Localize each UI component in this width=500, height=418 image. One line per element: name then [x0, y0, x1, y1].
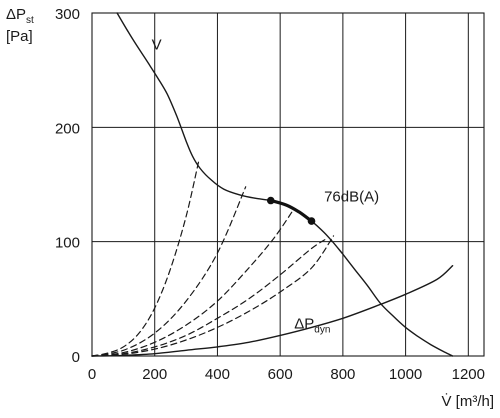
- y-tick-label-100: 100: [55, 235, 80, 252]
- dashed-system-curve-1: [91, 161, 200, 357]
- annotation-1: V: [152, 37, 162, 54]
- y-axis-label: ΔPst: [6, 6, 34, 26]
- x-tick-label-400: 400: [205, 366, 230, 383]
- operating-range-curve: [269, 198, 314, 223]
- tick-labels: 0 200 400 600 800 1000 1200 0 100 200 300: [55, 6, 485, 383]
- data-markers: [266, 196, 316, 225]
- x-tick-label-1200: 1200: [452, 366, 485, 383]
- static-pressure-curve: [116, 12, 454, 357]
- dashed-system-curve-5: [91, 235, 335, 357]
- axis-labels: ΔPst [Pa] V̇ [m³/h]: [6, 6, 494, 410]
- data-series: [91, 12, 454, 357]
- dynamic-pressure-curve: [91, 265, 454, 357]
- y-axis-unit: [Pa]: [6, 28, 33, 45]
- x-tick-label-600: 600: [268, 366, 293, 383]
- dashed-system-curve-3: [91, 210, 294, 357]
- plot-frame: [91, 12, 485, 357]
- y-tick-label-300: 300: [55, 6, 80, 23]
- y-tick-label-200: 200: [55, 120, 80, 137]
- operating-point-marker-1: [266, 196, 275, 205]
- x-tick-label-200: 200: [142, 366, 167, 383]
- dashed-system-curve-4: [91, 237, 328, 357]
- x-tick-label-800: 800: [330, 366, 355, 383]
- dashed-system-curve-2: [91, 186, 247, 357]
- annotation-2: 76dB(A): [324, 189, 379, 206]
- operating-point-marker-2: [307, 217, 316, 225]
- x-tick-label-0: 0: [88, 366, 96, 383]
- annotations: V 76dB(A) ΔPdyn: [152, 37, 380, 336]
- annotation-3: ΔPdyn: [294, 316, 330, 336]
- y-tick-label-0: 0: [72, 349, 80, 366]
- x-axis-label: V̇ [m³/h]: [441, 393, 494, 410]
- x-tick-label-1000: 1000: [389, 366, 422, 383]
- grid-lines: [91, 12, 485, 357]
